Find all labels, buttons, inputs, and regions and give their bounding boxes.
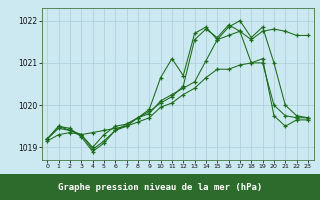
Text: Graphe pression niveau de la mer (hPa): Graphe pression niveau de la mer (hPa): [58, 182, 262, 192]
